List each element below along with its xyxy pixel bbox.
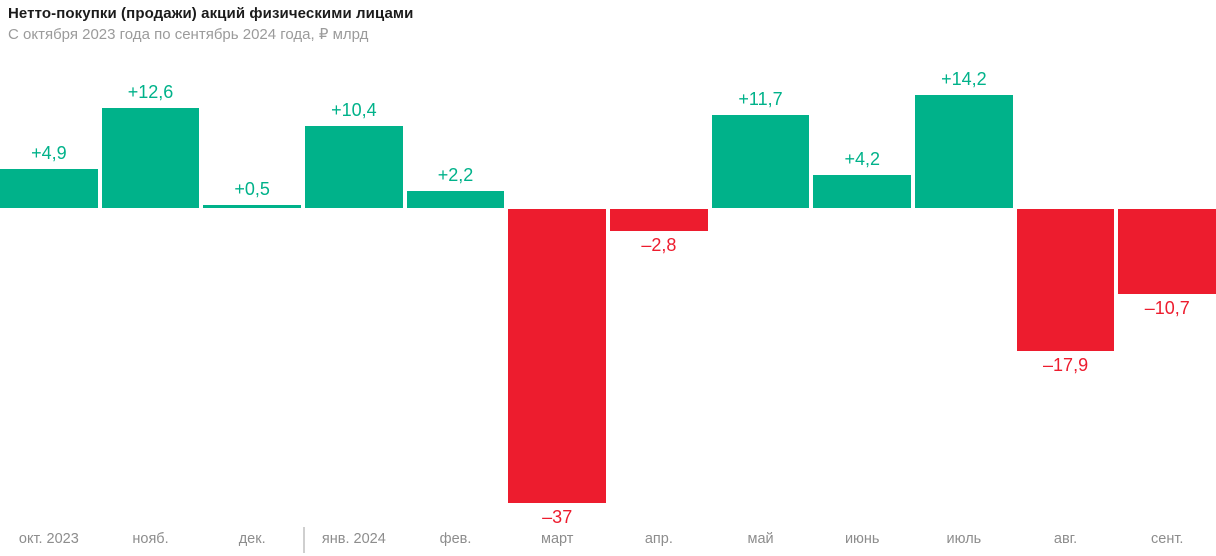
bar-column: –10,7	[1118, 0, 1216, 556]
bar-value-label: +4,9	[31, 143, 67, 164]
bar	[711, 115, 810, 209]
bar-column: +2,2	[406, 0, 505, 556]
x-axis-label: сент.	[1151, 531, 1184, 547]
bar-column: –2,8	[610, 0, 708, 556]
bar-value-label: +12,6	[127, 82, 174, 103]
bar-column: +4,9	[0, 0, 98, 556]
bar-value-label: +4,2	[844, 149, 880, 170]
bar	[813, 175, 912, 209]
bar	[1016, 208, 1115, 352]
x-axis-label: июль	[946, 531, 982, 547]
x-axis-label: окт. 2023	[18, 531, 79, 547]
x-axis-labels: окт. 2023 нояб. дек. янв. 2024 фев. март апр. м…	[0, 530, 1216, 548]
x-axis-label: март	[540, 531, 574, 547]
bar-value-label: +11,7	[738, 89, 783, 110]
chart-subtitle: С октября 2023 года по сентябрь 2024 год…	[8, 26, 369, 43]
x-axis-label: фев.	[439, 531, 472, 547]
bar-value-label: –17,9	[1043, 355, 1089, 376]
bar-column: +12,6	[101, 0, 200, 556]
bar	[0, 169, 98, 209]
x-axis-label: нояб.	[132, 531, 169, 547]
x-axis-label: май	[747, 531, 774, 547]
bar	[406, 190, 505, 209]
bar-column: +0,5	[203, 0, 302, 556]
bar-column: +10,4	[305, 0, 403, 556]
year-divider-line	[303, 527, 305, 553]
bar	[508, 208, 607, 504]
bar	[305, 125, 403, 209]
bar-column: +11,7	[711, 0, 810, 556]
bar-value-label: –10,7	[1144, 297, 1190, 318]
bar-value-label: +2,2	[437, 164, 474, 185]
bar-column: –37	[508, 0, 607, 556]
x-axis-label: янв. 2024	[321, 531, 386, 547]
x-axis-label: дек.	[238, 531, 266, 547]
chart-header: Нетто-покупки (продажи) акций физическим…	[8, 3, 413, 45]
bar	[1118, 208, 1216, 294]
x-axis-label: июнь	[844, 531, 880, 547]
bar-value-label: +10,4	[331, 99, 377, 120]
bar-value-label: –2,8	[641, 234, 677, 255]
x-axis-label: апр.	[644, 531, 673, 547]
bar	[203, 204, 302, 209]
bar-value-label: +0,5	[234, 178, 270, 199]
bar	[915, 95, 1013, 209]
chart-title: Нетто-покупки (продажи) акций физическим…	[8, 5, 414, 22]
bar-value-label: +14,2	[941, 69, 987, 90]
bar-column: –17,9	[1016, 0, 1115, 556]
bar	[610, 208, 708, 231]
bar-column: +4,2	[813, 0, 912, 556]
x-axis-label: авг.	[1053, 531, 1078, 547]
bar-value-label: –37	[542, 507, 573, 528]
bar	[101, 108, 200, 209]
bar-column: +14,2	[915, 0, 1013, 556]
